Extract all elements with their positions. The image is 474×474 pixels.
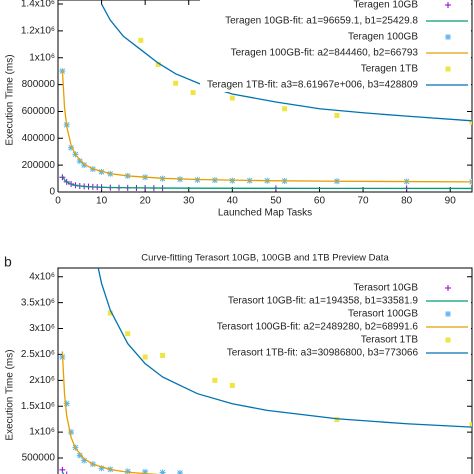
y-axis-title: Execution Time (ms) — [5, 54, 16, 145]
legend-swatch — [445, 34, 451, 40]
fit-line — [61, 175, 472, 190]
data-point — [76, 452, 83, 459]
x-tick-label: 70 — [357, 196, 369, 207]
plot-area — [59, 268, 472, 474]
data-point — [177, 469, 184, 474]
y-tick-label: 1.2x10⁶ — [21, 26, 55, 37]
data-point — [212, 377, 218, 383]
legend-swatch — [445, 2, 451, 8]
legend: Teragen 10GB Teragen 10GB-fit: a1=96659.1… — [200, 0, 471, 92]
legend-label: Teragen 10GB — [354, 0, 419, 11]
fit-line — [61, 69, 472, 183]
data-point — [282, 106, 288, 112]
data-point — [124, 468, 131, 474]
x-tick-label: 50 — [270, 196, 282, 207]
data-point — [81, 457, 88, 464]
y-tick-label: 1x10⁶ — [29, 52, 55, 63]
fit-line — [61, 351, 160, 474]
y-axis-title: Execution Time (ms) — [5, 349, 16, 440]
data-point — [138, 37, 144, 43]
y-tick-label: 400000 — [22, 133, 56, 144]
data-point — [159, 469, 166, 474]
legend-swatch — [445, 337, 451, 343]
x-tick-label: 60 — [314, 196, 326, 207]
data-point — [469, 422, 472, 428]
data-point — [125, 331, 131, 337]
y-tick-label: 1.4x10⁶ — [21, 0, 55, 10]
legend-label: Terasort 1TB — [361, 335, 419, 346]
legend-label: Terasort 10GB — [354, 283, 419, 294]
data-point — [229, 382, 235, 388]
y-tick-label: 600000 — [22, 106, 56, 117]
data-point — [68, 144, 75, 151]
data-point — [81, 162, 88, 169]
legend-swatch — [445, 285, 451, 291]
x-tick-label: 20 — [140, 196, 152, 207]
legend-label: Teragen 1TB-fit: a3=8.61967e+006, b3=428… — [207, 80, 418, 91]
data-point — [190, 90, 196, 96]
legend-label: Teragen 1TB — [361, 64, 419, 75]
y-tick-label: 1x10⁶ — [29, 427, 55, 438]
panel-label: b — [4, 254, 12, 270]
y-tick-label: 1.5x10⁶ — [21, 401, 55, 412]
legend-background — [200, 281, 471, 360]
data-point — [59, 466, 66, 473]
x-tick-label: 0 — [55, 196, 61, 207]
fit-line — [97, 268, 472, 428]
legend-swatch — [445, 311, 451, 317]
y-tick-label: 4x10⁶ — [29, 271, 55, 282]
data-point — [160, 352, 166, 358]
x-axis-title: Launched Map Tasks — [218, 208, 312, 219]
legend-label: Terasort 10GB-fit: a1=194358, b1=33581.9 — [228, 296, 419, 307]
data-point — [334, 112, 340, 118]
data-point — [142, 468, 149, 474]
y-tick-label: 2.5x10⁶ — [21, 349, 55, 360]
data-point — [68, 429, 75, 436]
legend: Terasort 10GB Terasort 10GB-fit: a1=19435… — [200, 281, 471, 360]
legend-label: Terasort 1TB-fit: a3=30986800, b3=773066 — [227, 348, 419, 359]
x-tick-label: 80 — [401, 196, 413, 207]
y-tick-label: 200000 — [22, 160, 56, 171]
y-tick-label: 800000 — [22, 79, 56, 90]
y-tick-label: 3x10⁶ — [29, 323, 55, 334]
data-point — [229, 95, 235, 101]
y-tick-label: 2x10⁶ — [29, 375, 55, 386]
x-tick-label: 40 — [227, 196, 239, 207]
chart-title: Curve-fitting Terasort 10GB, 100GB and 1… — [141, 253, 389, 264]
legend-label: Teragen 10GB-fit: a1=96659.1, b1=25429.8 — [225, 16, 418, 27]
plot-frame — [57, 0, 473, 193]
y-tick-label: 0 — [49, 187, 55, 198]
data-point — [76, 158, 83, 165]
x-tick-label: 10 — [96, 196, 108, 207]
legend-label: Terasort 100GB-fit: a2=2489280, b2=68991… — [217, 322, 419, 333]
legend-label: Terasort 100GB — [348, 309, 418, 320]
y-tick-label: 500000 — [22, 453, 56, 464]
y-tick-label: 3.5x10⁶ — [21, 297, 55, 308]
legend-background — [200, 0, 471, 92]
legend-label: Teragen 100GB — [348, 32, 418, 43]
data-point — [142, 354, 148, 360]
data-point — [173, 80, 179, 86]
data-point — [98, 465, 105, 472]
plot-frame — [57, 267, 473, 474]
x-tick-label: 90 — [445, 196, 457, 207]
x-tick-label: 30 — [183, 196, 195, 207]
legend-label: Teragen 100GB-fit: a2=844460, b2=66793 — [231, 48, 419, 59]
data-point — [63, 400, 70, 407]
data-point — [66, 471, 68, 474]
data-point — [59, 174, 66, 181]
legend-swatch — [445, 66, 451, 72]
